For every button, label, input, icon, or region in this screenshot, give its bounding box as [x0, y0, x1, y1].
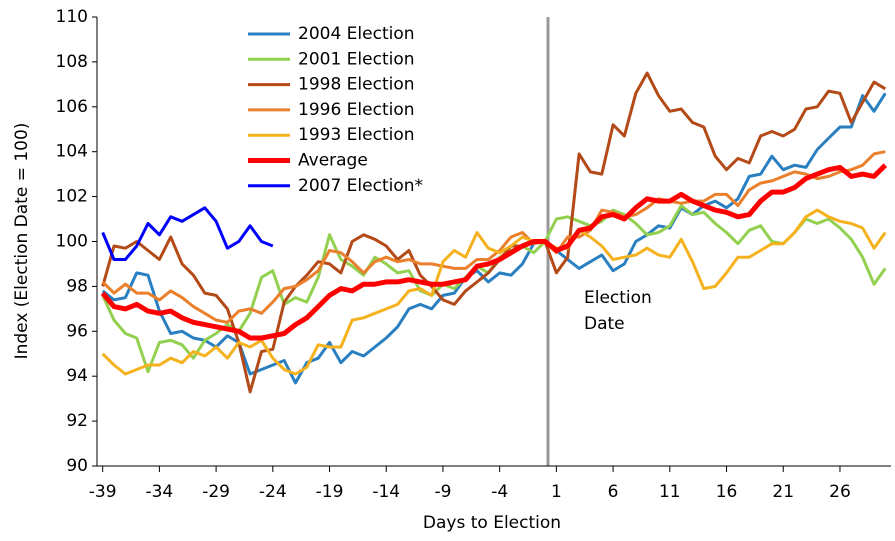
x-tick-label: 26: [829, 482, 851, 502]
x-axis-label: Days to Election: [423, 513, 561, 533]
y-tick-label: 100: [56, 232, 88, 252]
series-line: [101, 92, 887, 385]
x-tick-label: -29: [202, 482, 230, 502]
y-tick-label: 96: [66, 321, 88, 341]
legend-label: 1993 Election: [298, 125, 415, 145]
x-tick-label: -24: [259, 482, 287, 502]
legend-label: 1998 Election: [298, 75, 415, 95]
x-tick-label: 6: [608, 482, 619, 502]
legend-label: 1996 Election: [298, 100, 415, 120]
x-tick-label: 21: [772, 482, 794, 502]
y-tick-label: 106: [56, 97, 88, 117]
y-tick-label: 98: [66, 276, 88, 296]
x-tick-label: 1: [551, 482, 562, 502]
legend-label: 2007 Election*: [298, 176, 423, 196]
series-line: [101, 71, 887, 394]
x-tick-label: -34: [145, 482, 173, 502]
x-tick-label: -19: [316, 482, 344, 502]
series-line: [101, 150, 886, 324]
series-line: [101, 206, 274, 261]
annotation: Date: [584, 314, 625, 334]
x-tick-label: -4: [491, 482, 508, 502]
series-line: [100, 163, 888, 341]
legend-label: Average: [298, 151, 368, 171]
annotation: Election: [584, 288, 652, 308]
x-tick-label: -39: [89, 482, 117, 502]
legend-label: 2001 Election: [298, 49, 415, 69]
y-tick-label: 90: [66, 456, 88, 476]
y-tick-label: 108: [56, 52, 88, 72]
x-tick-label: 11: [659, 482, 681, 502]
y-axis-label: Index (Election Date = 100): [12, 123, 32, 360]
y-tick-label: 94: [66, 366, 88, 386]
x-tick-label: 16: [716, 482, 738, 502]
x-tick-label: -14: [372, 482, 400, 502]
series-line: [101, 208, 887, 376]
legend-label: 2004 Election: [298, 24, 415, 44]
y-tick-label: 92: [66, 411, 88, 431]
y-tick-label: 102: [56, 187, 88, 207]
y-tick-label: 110: [56, 7, 88, 27]
y-tick-label: 104: [56, 142, 88, 162]
x-tick-label: -9: [434, 482, 451, 502]
